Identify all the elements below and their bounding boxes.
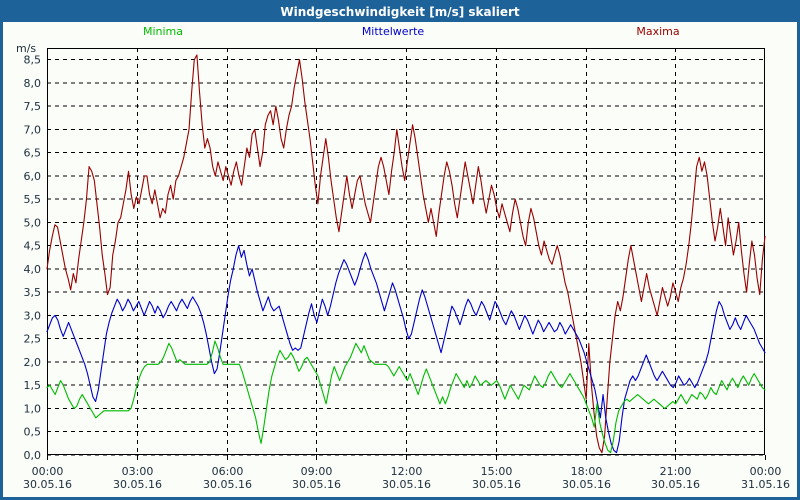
x-axis-tick-time: 18:00 [571,465,603,478]
x-axis-tick-date: 30.05.16 [651,478,700,491]
x-axis-tick-time: 09:00 [301,465,333,478]
x-axis-tick-time: 06:00 [212,465,244,478]
x-axis-tick-date: 31.05.16 [741,478,790,491]
y-axis-tick-label: 7,5 [24,100,42,113]
x-axis-tick-time: 15:00 [481,465,513,478]
y-axis-labels: 0,0 0,5 1,0 1,5 2,0 2,5 3,0 3,5 4,0 4,5 5,0 5,5 6,0 6… [24,54,42,462]
x-axis-tick-date: 30.05.16 [203,478,252,491]
y-axis-tick-label: 6,0 [24,170,42,183]
y-axis-tick-label: 8,0 [24,77,42,90]
y-axis-tick-label: 4,5 [24,240,42,253]
legend-item-minima: Minima [142,25,184,38]
y-axis-tick-label: 3,5 [24,286,42,299]
y-axis-unit-label: m/s [16,42,37,55]
x-axis-tick-time: 12:00 [391,465,423,478]
y-axis-tick-label: 0,5 [24,426,42,439]
x-axis-tick-time: 21:00 [660,465,692,478]
x-axis-labels: 00:0030.05.1603:0030.05.1606:0030.05.160… [23,465,790,491]
plot-frame [47,48,766,460]
x-axis-tick-date: 30.05.16 [382,478,431,491]
chart-svg: 0,0 0,5 1,0 1,5 2,0 2,5 3,0 3,5 4,0 4,5 5,0 5,5 6,0 6… [23,48,790,491]
x-axis-tick-date: 30.05.16 [292,478,341,491]
data-series [46,54,766,454]
y-axis-tick-label: 5,0 [24,216,42,229]
series-line-minima [46,340,766,454]
plot-border [47,48,765,455]
y-axis-tick-label: 4,0 [24,263,42,276]
y-axis-tick-label: 0,0 [24,449,42,462]
y-axis-tick-label: 5,5 [24,193,42,206]
x-axis-tick-date: 30.05.16 [23,478,72,491]
grid-lines [47,48,765,456]
y-axis-tick-label: 8,5 [24,54,42,67]
y-axis-tick-label: 6,5 [24,147,42,160]
x-axis-tick-date: 30.05.16 [472,478,521,491]
x-axis-tick-time: 03:00 [122,465,154,478]
y-axis-tick-label: 1,5 [24,379,42,392]
series-line-mittelwerte [46,245,766,454]
legend: Minima Mittelwerte Maxima [3,25,797,41]
y-axis-tick-label: 3,0 [24,309,42,322]
series-line-maxima [46,54,766,454]
y-axis-tick-label: 1,0 [24,402,42,415]
x-axis-tick-time: 00:00 [750,465,782,478]
legend-item-maxima: Maxima [636,25,680,38]
x-axis-tick-date: 30.05.16 [113,478,162,491]
x-axis-tick-date: 30.05.16 [562,478,611,491]
y-axis-tick-label: 2,5 [24,333,42,346]
x-axis-tick-time: 00:00 [32,465,64,478]
window-title: Windgeschwindigkeit [m/s] skaliert [3,3,797,22]
y-axis-tick-label: 7,0 [24,123,42,136]
y-axis-tick-label: 2,0 [24,356,42,369]
legend-item-mittelwerte: Mittelwerte [361,25,425,38]
plot-area: 0,0 0,5 1,0 1,5 2,0 2,5 3,0 3,5 4,0 4,5 5,0 5,5 6,0 6… [3,3,797,497]
